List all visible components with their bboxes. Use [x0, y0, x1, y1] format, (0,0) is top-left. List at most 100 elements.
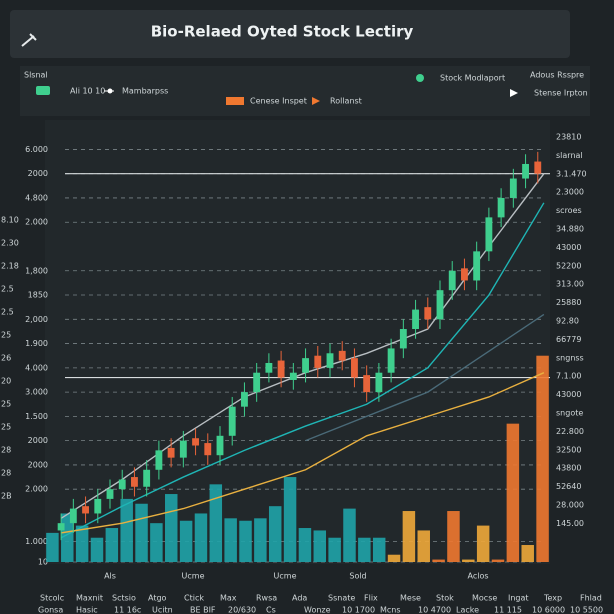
edge-label: 28: [1, 446, 11, 455]
candle-body: [228, 406, 236, 436]
right-label: 43000: [556, 390, 581, 399]
candle-body: [192, 438, 199, 446]
candle-body: [436, 290, 444, 320]
right-label: 145.00: [556, 519, 584, 528]
volume-bar: [313, 530, 327, 562]
volume-bar: [462, 559, 475, 562]
legend-dot: [416, 74, 424, 82]
candle-body: [461, 268, 468, 281]
candle-body: [314, 355, 322, 368]
legend-label: Rollanst: [330, 97, 362, 106]
footer-label: Stcolc: [40, 594, 64, 603]
footer-label: Ada: [292, 594, 307, 603]
legend-label: Cenese Inspet: [250, 97, 307, 106]
edge-label: 2.30: [1, 239, 19, 248]
candle-body: [277, 360, 285, 378]
y-tick-label: 1850: [28, 291, 48, 300]
x-tick-label: Sold: [349, 572, 366, 581]
footer-label: Sctsio: [112, 594, 136, 603]
right-label: 3.1.470: [556, 169, 587, 178]
y-tick-label: 6.000: [25, 145, 48, 154]
volume-bar: [476, 525, 490, 562]
candle-body: [387, 348, 395, 373]
candle-body: [106, 489, 114, 499]
footer-label: Hasic: [76, 606, 98, 614]
edit-icon[interactable]: [21, 33, 37, 47]
footer-label: Mese: [400, 594, 421, 603]
footer-label: 10 4700: [418, 606, 451, 614]
volume-bar: [521, 545, 534, 562]
candle-body: [485, 217, 493, 252]
ma-line: [305, 313, 545, 442]
edge-label: 2.18: [1, 262, 19, 271]
legend-label: Ali 10 10: [70, 87, 105, 96]
candle-body: [326, 353, 334, 368]
candle-body: [522, 163, 529, 179]
candle-body: [216, 435, 224, 456]
footer-label: Ucitn: [152, 606, 173, 614]
candle-body: [253, 372, 261, 393]
footer-label: Gonsa: [38, 606, 63, 614]
right-label: 28.000: [556, 501, 584, 510]
candle-body: [155, 450, 163, 470]
footer-label: 10 1700: [342, 606, 375, 614]
volume-bar: [536, 355, 549, 562]
volume-bar: [224, 518, 237, 562]
volume-bar: [491, 559, 505, 562]
footer-label: 10 6000: [532, 606, 565, 614]
right-label: 43800: [556, 464, 581, 473]
candle-body: [509, 178, 517, 198]
y-tick-label: 2.000: [25, 218, 48, 227]
volume-bar: [506, 423, 520, 562]
volume-bar: [254, 518, 267, 562]
candle-body: [363, 375, 371, 393]
edge-label: 20: [1, 377, 11, 386]
volume-bar: [120, 498, 133, 562]
right-label: 52200: [556, 261, 581, 270]
right-label: slarnal: [556, 151, 583, 160]
y-tick-label: 2000: [28, 460, 48, 469]
edge-label: 25: [1, 331, 11, 340]
right-label: 52640: [556, 482, 581, 491]
candle-body: [338, 350, 346, 361]
volume-bar: [209, 484, 223, 562]
candle-body: [473, 251, 481, 281]
footer-label: Ctick: [184, 594, 204, 603]
edge-label: 2.5: [1, 285, 14, 294]
legend-label: Stock Modlaport: [440, 74, 505, 83]
volume-bar: [165, 494, 178, 562]
volume-bar: [179, 520, 193, 562]
footer-label: 20/630: [228, 606, 256, 614]
chart-title: Bio-Relaed Oyted Stock Lectiry: [151, 23, 414, 41]
right-label: 23810: [556, 133, 581, 142]
header-bar: [10, 10, 570, 58]
footer-label: Lacke: [456, 606, 479, 614]
candle-body: [302, 358, 309, 373]
legend-marker: [510, 89, 518, 97]
footer-label: 11 115: [494, 606, 522, 614]
legend-dot: [107, 88, 113, 94]
footer-label: Atgo: [148, 594, 167, 603]
edge-label: 2.5: [1, 308, 14, 317]
footer-label: Ingat: [508, 594, 529, 603]
candle-body: [424, 307, 432, 320]
volume-bar: [46, 532, 59, 562]
footer-label: BE BIF: [190, 606, 216, 614]
right-label: 313.00: [556, 280, 584, 289]
volume-bar: [194, 513, 208, 562]
right-label: 22.800: [556, 427, 584, 436]
x-tick-label: Als: [104, 572, 116, 581]
right-label: 2.3000: [556, 188, 584, 197]
right-label: 43000: [556, 243, 581, 252]
volume-bar: [417, 530, 430, 562]
candle-body: [497, 197, 505, 218]
candle-body: [289, 372, 297, 380]
y-tick-label: 2,000: [25, 315, 48, 324]
footer-label: Fhlad: [580, 594, 602, 603]
x-tick-label: Ucme: [182, 572, 205, 581]
volume-bar: [387, 554, 401, 562]
candle-body: [167, 447, 175, 458]
footer-label: Max: [220, 594, 237, 603]
footer-label: Mocse: [472, 594, 497, 603]
